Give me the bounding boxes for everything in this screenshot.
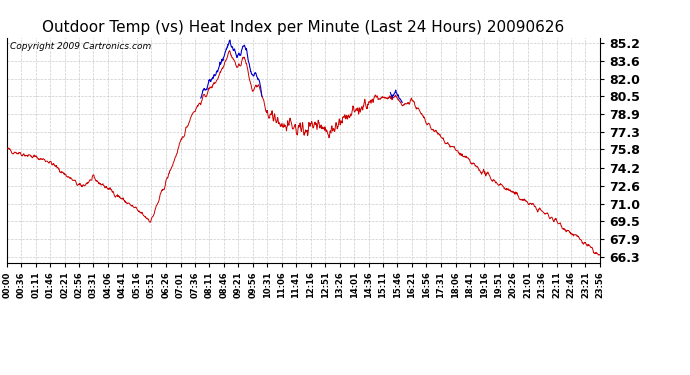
Title: Outdoor Temp (vs) Heat Index per Minute (Last 24 Hours) 20090626: Outdoor Temp (vs) Heat Index per Minute …	[43, 20, 564, 35]
Text: Copyright 2009 Cartronics.com: Copyright 2009 Cartronics.com	[10, 42, 151, 51]
